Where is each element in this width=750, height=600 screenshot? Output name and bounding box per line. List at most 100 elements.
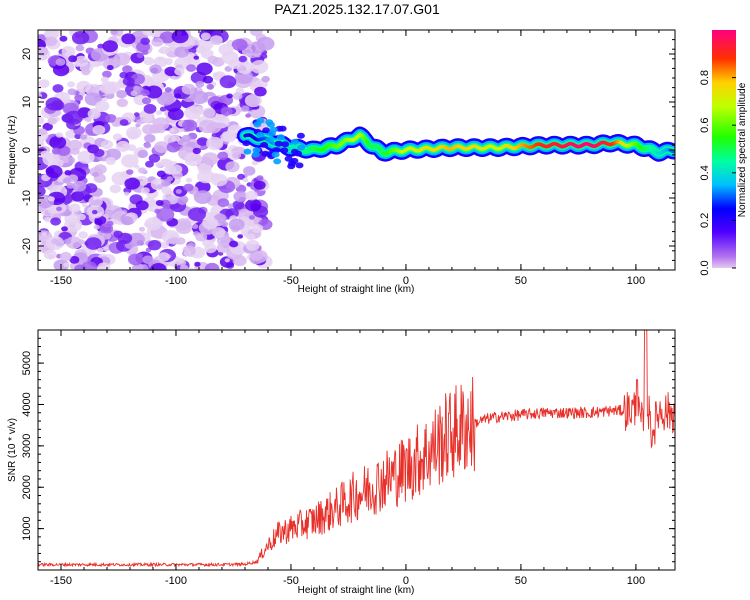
- noise-blob: [64, 218, 83, 232]
- noise-blob: [245, 113, 251, 118]
- noise-blob: [164, 87, 172, 93]
- noise-blob: [137, 253, 143, 258]
- noise-blob: [228, 59, 241, 69]
- snr-x-tick-label: -100: [165, 575, 187, 587]
- noise-blob: [245, 239, 260, 251]
- snr-x-tick-label: 100: [627, 575, 645, 587]
- spectrogram-x-tick-label: 50: [515, 275, 527, 287]
- chart-title: PAZ1.2025.132.17.07.G01: [274, 1, 440, 17]
- noise-blob: [156, 92, 175, 106]
- noise-blob: [157, 252, 170, 262]
- noise-blob: [209, 35, 223, 46]
- noise-blob: [234, 70, 254, 84]
- signal-blob: [271, 151, 280, 158]
- noise-blob: [85, 237, 102, 250]
- noise-blob: [75, 44, 85, 52]
- noise-blob: [256, 36, 275, 51]
- noise-blob: [187, 267, 194, 270]
- noise-blob: [241, 105, 250, 112]
- noise-blob: [202, 217, 219, 230]
- noise-blob: [70, 147, 80, 155]
- noise-blob: [137, 149, 149, 159]
- noise-blob: [225, 161, 240, 173]
- snr-y-axis-label: SNR (10 * v/v): [7, 418, 18, 482]
- noise-blob: [251, 160, 259, 166]
- noise-blob: [92, 209, 98, 215]
- noise-blob: [78, 231, 88, 239]
- noise-blob: [121, 154, 139, 168]
- noise-blob: [80, 261, 98, 270]
- noise-blob: [175, 218, 192, 231]
- noise-blob: [237, 173, 246, 180]
- signal-blob: [242, 140, 251, 147]
- noise-blob: [183, 183, 194, 192]
- noise-blob: [93, 224, 100, 230]
- noise-blob: [124, 191, 130, 196]
- noise-blob: [164, 165, 177, 175]
- noise-blob: [180, 264, 189, 270]
- noise-blob: [97, 262, 111, 270]
- noise-blob: [216, 235, 231, 246]
- noise-blob: [77, 150, 95, 164]
- noise-blob: [59, 251, 72, 262]
- noise-blob: [202, 75, 214, 84]
- noise-blob: [140, 89, 150, 97]
- noise-blob: [126, 169, 134, 175]
- noise-blob: [147, 240, 162, 251]
- noise-blob: [261, 75, 270, 83]
- noise-blob: [52, 63, 70, 77]
- noise-blob: [171, 135, 181, 142]
- noise-blob: [237, 234, 244, 239]
- spectrogram-x-tick-label: -150: [50, 275, 72, 287]
- signal-blob: [265, 151, 274, 158]
- noise-blob: [158, 48, 165, 54]
- spectrogram-noise-region: [38, 30, 275, 270]
- noise-blob: [217, 115, 226, 122]
- noise-blob: [103, 246, 109, 252]
- noise-blob: [100, 139, 114, 150]
- noise-blob: [226, 93, 233, 99]
- signal-blob: [273, 158, 282, 165]
- noise-blob: [166, 176, 173, 182]
- noise-blob: [204, 262, 220, 270]
- noise-blob: [38, 46, 51, 61]
- noise-blob: [45, 97, 63, 111]
- noise-blob: [206, 136, 224, 151]
- noise-blob: [149, 64, 162, 74]
- signal-blob: [296, 132, 305, 139]
- noise-blob: [229, 240, 239, 248]
- noise-blob: [78, 239, 85, 245]
- noise-blob: [44, 30, 60, 40]
- snr-x-tick-label: -50: [283, 575, 299, 587]
- noise-blob: [116, 98, 128, 108]
- noise-blob: [105, 157, 116, 165]
- noise-blob: [81, 68, 91, 76]
- noise-blob: [196, 62, 213, 76]
- noise-blob: [211, 173, 228, 187]
- noise-blob: [206, 83, 214, 90]
- noise-blob: [72, 180, 87, 192]
- signal-blob: [297, 144, 306, 151]
- noise-blob: [185, 177, 193, 183]
- noise-blob: [127, 131, 139, 140]
- noise-blob: [76, 80, 92, 93]
- noise-blob: [100, 76, 109, 83]
- noise-blob: [64, 110, 83, 125]
- snr-x-tick-label: 50: [515, 575, 527, 587]
- noise-blob: [219, 75, 237, 89]
- noise-blob: [150, 263, 167, 270]
- noise-blob: [231, 38, 248, 51]
- noise-blob: [68, 55, 78, 63]
- noise-blob: [217, 151, 229, 160]
- noise-blob: [140, 113, 153, 123]
- noise-blob: [121, 33, 136, 45]
- noise-blob: [193, 190, 212, 205]
- noise-blob: [122, 76, 135, 86]
- noise-blob: [194, 180, 211, 194]
- noise-blob: [217, 198, 230, 208]
- noise-blob: [140, 180, 148, 186]
- noise-blob: [63, 262, 70, 268]
- signal-blob: [288, 160, 297, 167]
- noise-blob: [145, 85, 163, 99]
